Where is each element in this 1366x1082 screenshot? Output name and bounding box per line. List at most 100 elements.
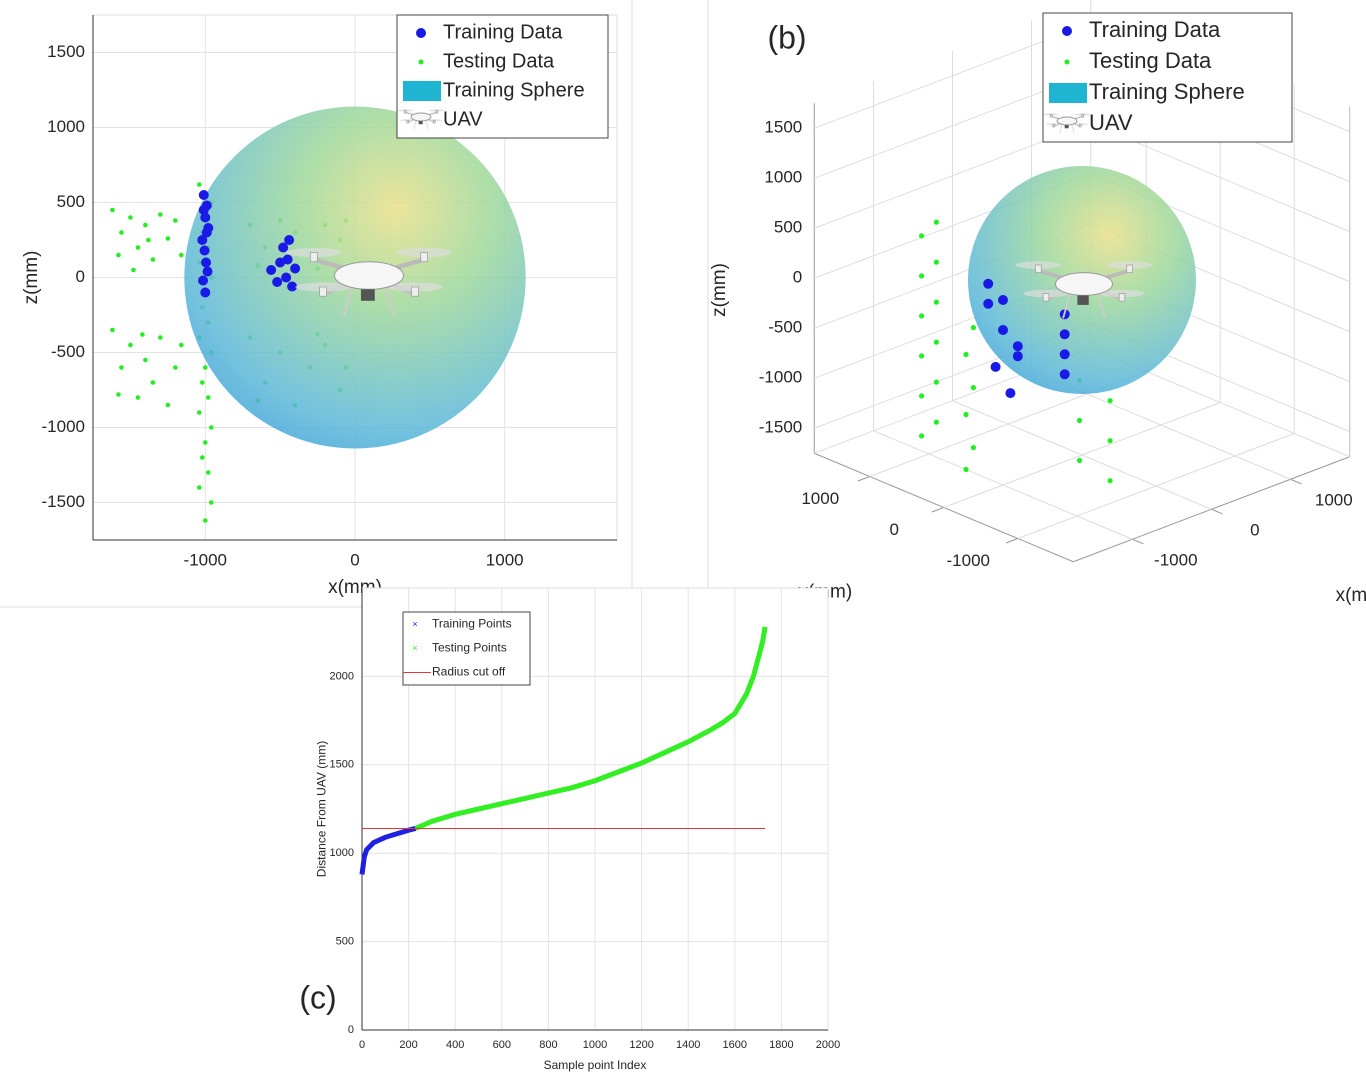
data-point — [933, 259, 940, 265]
panel-label: (b) — [767, 19, 806, 55]
y-axis-label: z(mm) — [21, 251, 42, 305]
data-point — [158, 335, 163, 340]
legend-box — [1042, 12, 1293, 143]
tick-mark — [1005, 538, 1018, 544]
uav-motor — [420, 252, 429, 263]
data-point — [158, 212, 163, 217]
data-point — [287, 281, 298, 292]
legend-label: Training Data — [1089, 17, 1221, 42]
data-point — [201, 257, 212, 268]
data-point — [143, 357, 148, 363]
data-point — [919, 433, 925, 439]
x-tick-label: 200 — [399, 1039, 417, 1051]
data-point — [128, 215, 133, 220]
uav-icon — [1015, 261, 1153, 319]
x-axis-label: x(mm) — [1336, 585, 1366, 606]
data-point — [119, 230, 124, 235]
uav-motor — [309, 252, 318, 263]
data-point — [1076, 417, 1083, 424]
data-point — [116, 392, 121, 397]
data-point — [998, 295, 1008, 305]
z-tick-label: 1000 — [764, 168, 802, 187]
data-point — [919, 313, 925, 319]
data-point — [933, 299, 940, 305]
tick-mark — [1290, 478, 1302, 485]
data-point — [201, 227, 212, 238]
data-point — [196, 182, 202, 187]
z-tick-label: -500 — [768, 318, 802, 337]
uav-leg — [425, 119, 429, 129]
data-point — [143, 222, 148, 228]
z-tick-label: -1500 — [759, 418, 802, 437]
x-tick-label: -1000 — [1154, 551, 1197, 570]
data-point — [1107, 438, 1113, 444]
y-tick-label: 0 — [890, 520, 899, 539]
data-point — [197, 235, 208, 245]
data-point — [116, 252, 121, 258]
data-point — [970, 445, 977, 451]
data-point — [281, 272, 292, 283]
legend-label: Training Data — [443, 21, 563, 43]
uav-leg — [413, 119, 417, 129]
data-point — [110, 207, 115, 213]
data-point — [179, 342, 184, 348]
data-point — [290, 263, 301, 274]
data-point — [919, 233, 925, 239]
data-point — [266, 265, 277, 275]
tick-mark — [1211, 508, 1223, 515]
data-point — [119, 365, 124, 370]
z-tick-label: 500 — [774, 218, 802, 237]
uav-motor — [1052, 123, 1056, 128]
y-tick-label: 1000 — [801, 489, 839, 508]
tick-mark — [931, 507, 944, 513]
data-point — [990, 361, 1001, 372]
data-point — [173, 365, 178, 370]
data-point — [202, 365, 208, 370]
uav-icon — [286, 247, 452, 318]
uav-camera — [1064, 124, 1069, 129]
legend-label: Radius cut off — [432, 665, 506, 679]
y-tick-label: 1500 — [330, 759, 354, 771]
data-point — [983, 298, 994, 309]
data-point — [135, 395, 141, 400]
data-point — [128, 342, 133, 348]
data-point — [282, 254, 293, 265]
y-axis-label: Distance From UAV (mm) — [315, 741, 329, 877]
y-tick-label: -1500 — [42, 492, 85, 511]
legend-symbol: × — [412, 643, 417, 653]
uav-body — [1056, 116, 1078, 126]
data-point — [1059, 369, 1070, 380]
legend-symbol — [1064, 59, 1070, 65]
tick-mark — [1132, 538, 1144, 545]
data-point — [1107, 398, 1113, 404]
data-point — [202, 518, 208, 523]
data-point — [140, 332, 145, 337]
uav-motor — [1126, 264, 1133, 273]
z-tick-label: -1000 — [759, 368, 802, 387]
uav-motor — [432, 119, 436, 124]
uav-leg — [1096, 291, 1106, 319]
data-point — [200, 212, 211, 223]
x-tick-label: 1400 — [676, 1039, 700, 1051]
data-point — [1012, 341, 1023, 352]
data-line — [359, 826, 417, 875]
legend-symbol — [1043, 113, 1091, 133]
grid-line — [1017, 433, 1295, 539]
data-point — [146, 237, 151, 243]
z-tick-label: 0 — [793, 268, 802, 287]
data-point — [199, 380, 205, 385]
x-tick-label: 1200 — [629, 1039, 653, 1051]
panel-label: (c) — [299, 979, 336, 1015]
uav-motor — [1118, 293, 1126, 302]
data-point — [1107, 478, 1113, 484]
uav-motor — [319, 286, 327, 297]
tick-mark — [857, 476, 870, 482]
data-point — [919, 273, 925, 279]
x-tick-label: 0 — [359, 1039, 365, 1051]
x-tick-label: 1800 — [769, 1039, 793, 1051]
legend-label: UAV — [1089, 110, 1133, 135]
z-tick-label: 1500 — [764, 118, 802, 137]
data-point — [963, 466, 969, 473]
legend-symbol — [1049, 83, 1087, 103]
